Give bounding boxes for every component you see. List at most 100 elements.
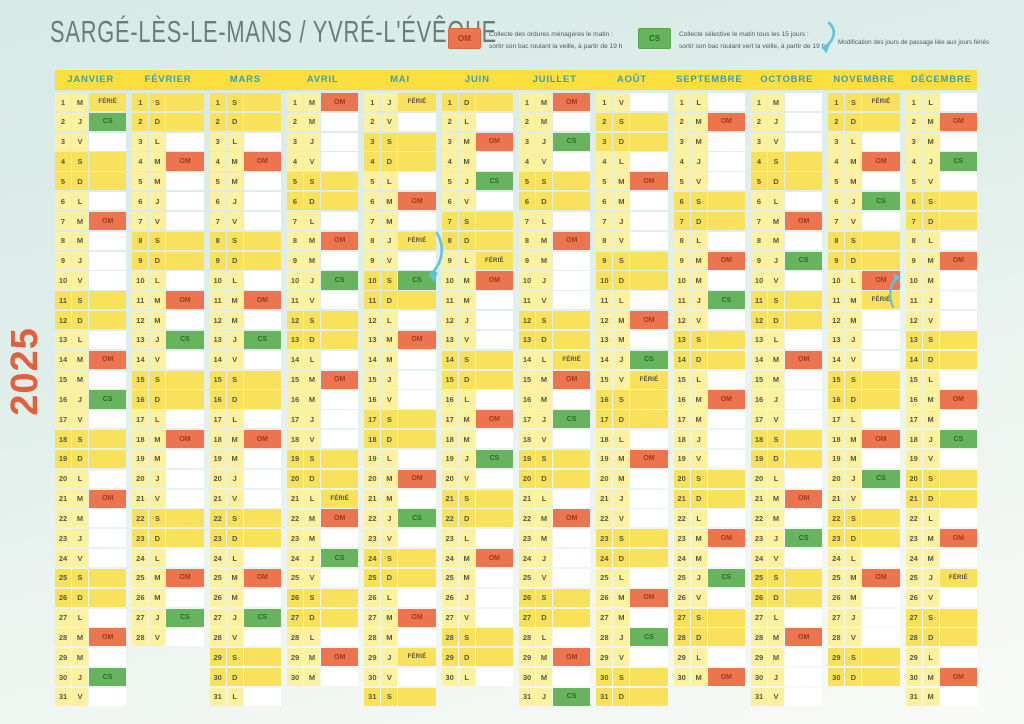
cs-collection-marker: CS [475, 172, 513, 191]
empty-marker-cell [707, 449, 745, 468]
day-row: 4 M OM [209, 152, 281, 171]
day-letter: L [72, 192, 88, 211]
day-letter: D [226, 529, 243, 548]
day-number: 2 [55, 112, 71, 131]
empty-marker-cell [398, 211, 436, 231]
day-number: 8 [55, 231, 71, 250]
month-column-8: 1 V 2 S 3 D 4 L 5 M OM 6 M 7 J 8 V 9 S 10 D 11 L 12 M OM 13 M 14 J CS 1… [596, 93, 668, 708]
day-number: 22 [905, 509, 922, 528]
day-letter: S [149, 370, 166, 389]
om-collection-marker: OM [321, 648, 359, 667]
day-letter: J [690, 430, 707, 449]
empty-marker-cell [630, 668, 668, 687]
empty-marker-cell [939, 549, 977, 568]
day-row: 13 D [519, 330, 591, 350]
day-row: 25 M OM [132, 568, 204, 587]
day-letter: L [690, 370, 707, 389]
day-number: 26 [441, 588, 458, 607]
day-number: 12 [596, 311, 613, 330]
day-letter: D [72, 172, 88, 191]
empty-marker-cell [475, 152, 513, 171]
day-letter: M [226, 172, 243, 191]
day-letter: D [149, 529, 166, 548]
day-letter: D [613, 132, 630, 151]
empty-marker-cell [243, 449, 281, 468]
day-number: 1 [751, 93, 767, 112]
day-number: 25 [828, 568, 845, 587]
day-number: 21 [55, 489, 71, 508]
om-collection-marker: OM [862, 152, 900, 171]
day-number: 13 [596, 330, 613, 350]
day-letter: L [226, 132, 243, 151]
day-letter: J [149, 608, 166, 627]
day-row: 18 J CS [905, 430, 977, 449]
day-row: 27 J CS [209, 608, 281, 627]
day-number: 4 [519, 152, 535, 171]
day-row: 9 M OM [905, 251, 977, 270]
day-letter: M [613, 311, 630, 330]
empty-marker-cell [707, 549, 745, 568]
empty-marker-cell [243, 549, 281, 568]
day-row: 28 M OM [55, 628, 127, 647]
day-number: 19 [519, 449, 535, 468]
day-letter: D [536, 469, 552, 488]
empty-marker-cell [939, 93, 977, 112]
day-row: 29 J FÉRIÉ [364, 648, 436, 667]
day-letter: M [845, 291, 862, 310]
empty-marker-cell [707, 608, 745, 627]
empty-marker-cell [939, 350, 977, 369]
day-number: 31 [751, 687, 767, 706]
day-letter: S [381, 687, 398, 706]
empty-marker-cell [243, 529, 281, 548]
day-letter: V [536, 568, 552, 587]
day-number: 16 [596, 390, 613, 409]
day-letter: M [690, 410, 707, 429]
om-collection-marker: OM [939, 112, 977, 131]
day-letter: S [536, 311, 552, 330]
empty-marker-cell [243, 509, 281, 528]
empty-marker-cell [553, 430, 591, 449]
day-number: 13 [287, 330, 303, 350]
month-column-4: 1 M OM 2 M 3 J 4 V 5 S 6 D 7 L 8 M OM 9 M 10 J CS 11 V 12 S 13 D 14 L 1… [287, 93, 359, 708]
empty-marker-cell [398, 152, 436, 171]
day-row: 22 M OM [519, 509, 591, 528]
day-row: 28 V [209, 628, 281, 647]
day-row: 22 M [751, 509, 823, 528]
empty-marker-cell [321, 211, 359, 231]
empty-marker-cell [707, 231, 745, 250]
empty-marker-cell [707, 93, 745, 112]
empty-marker-cell [243, 132, 281, 151]
day-letter: J [72, 112, 88, 131]
day-letter: M [72, 628, 88, 647]
day-number: 15 [519, 370, 535, 389]
day-number: 26 [828, 588, 845, 607]
day-letter: D [72, 449, 88, 468]
day-letter: J [613, 350, 630, 369]
empty-marker-cell [862, 311, 900, 330]
day-number: 8 [751, 231, 767, 250]
empty-marker-cell [707, 370, 745, 389]
empty-marker-cell [475, 568, 513, 587]
day-number: 22 [364, 509, 381, 528]
day-letter: M [149, 568, 166, 587]
empty-marker-cell [398, 172, 436, 191]
om-collection-marker: OM [939, 390, 977, 409]
day-row: 15 M OM [287, 370, 359, 389]
empty-marker-cell [89, 192, 127, 211]
day-row: 24 V [55, 549, 127, 568]
day-number: 2 [209, 112, 226, 131]
day-number: 30 [441, 668, 458, 687]
empty-marker-cell [553, 192, 591, 211]
empty-marker-cell [321, 172, 359, 191]
empty-marker-cell [475, 112, 513, 131]
day-number: 7 [209, 211, 226, 231]
om-collection-marker: OM [398, 469, 436, 488]
day-row: 10 D [596, 271, 668, 290]
day-number: 16 [905, 390, 922, 409]
day-letter: V [690, 172, 707, 191]
day-row: 10 M [673, 271, 745, 290]
